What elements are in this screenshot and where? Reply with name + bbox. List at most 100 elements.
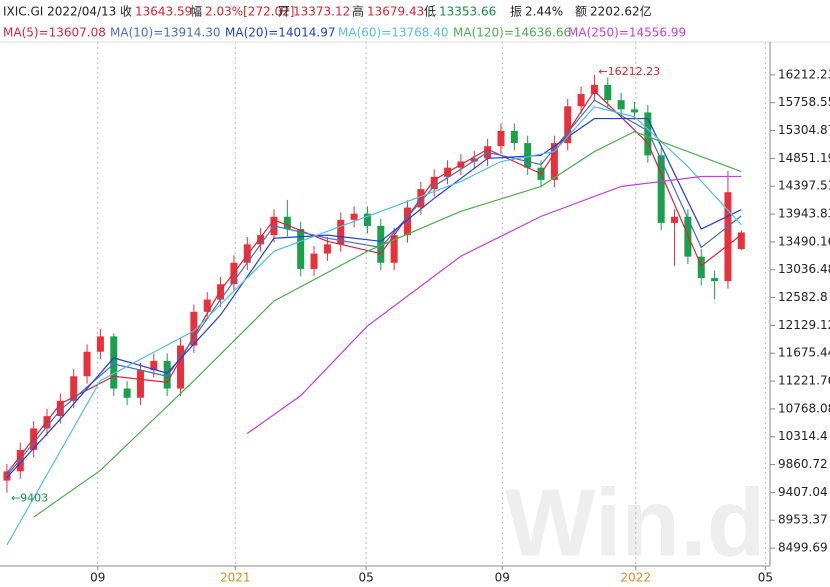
quote-label: 收 <box>120 5 132 19</box>
candle-body <box>630 109 638 113</box>
candle-body <box>724 192 732 282</box>
quote-label: 开 <box>278 5 290 19</box>
y-tick-label: 16212.23 <box>778 67 830 81</box>
candle-body <box>163 360 171 389</box>
candle-body <box>363 213 371 226</box>
candle-body <box>577 94 585 107</box>
candle-body <box>56 400 64 417</box>
quote-value: 2.03%[272.02] <box>205 5 294 19</box>
candle-body <box>243 244 251 263</box>
candle-body <box>190 311 198 346</box>
x-tick-label: 2022 <box>621 571 652 585</box>
ma-line <box>33 130 742 518</box>
candle-body <box>96 336 104 352</box>
candle-body <box>590 84 598 95</box>
candle-body <box>657 155 665 223</box>
y-tick-label: 13943.83 <box>778 207 830 221</box>
y-tick-label: 13490.16 <box>778 234 830 248</box>
y-tick-label: 8953.37 <box>778 513 828 527</box>
candle-body <box>297 229 305 269</box>
legend-entry: MA(60)=13768.40 <box>338 26 449 40</box>
candle-body <box>3 471 11 481</box>
x-tick-label: 09 <box>90 571 105 585</box>
candle-body <box>617 100 625 110</box>
x-tick-label: 09 <box>495 571 510 585</box>
candle-body <box>43 416 51 429</box>
candle-body <box>510 130 518 144</box>
candle-body <box>697 256 705 279</box>
candle-body <box>737 232 745 250</box>
candle-body <box>604 84 612 101</box>
candle-body <box>684 216 692 257</box>
y-tick-label: 10314.4 <box>778 429 828 443</box>
y-tick-label: 14851.19 <box>778 151 830 165</box>
y-tick-label: 13036.48 <box>778 262 830 276</box>
candle-body <box>564 106 572 144</box>
legend-entry: MA(120)=14636.66 <box>453 26 571 40</box>
y-tick-label: 14397.51 <box>778 179 830 193</box>
watermark: Win.d <box>505 469 765 576</box>
candle-body <box>390 235 398 263</box>
ma-line <box>246 175 742 435</box>
candle-body <box>524 143 532 168</box>
candle-body <box>711 278 719 282</box>
candle-body <box>470 158 478 162</box>
quote-label: 额 <box>575 5 587 19</box>
candle-body <box>217 284 225 300</box>
y-tick-label: 15758.55 <box>778 95 830 109</box>
quote-value: 13643.59 <box>135 5 192 19</box>
x-tick-label: 05 <box>758 571 773 585</box>
candle-body <box>83 351 91 377</box>
candle-body <box>644 112 652 156</box>
candle-body <box>203 299 211 312</box>
annotation: ←16212.23 <box>598 65 660 78</box>
quote-label: 幅 <box>190 4 202 19</box>
quote-label: 低 <box>424 5 436 19</box>
x-tick-label: 2021 <box>220 571 251 585</box>
candle-body <box>377 225 385 263</box>
candle-body <box>323 244 331 254</box>
legend-entry: MA(10)=13914.30 <box>110 26 221 40</box>
candle-body <box>671 216 679 223</box>
candle-body <box>123 388 131 398</box>
quote-value: 2.44% <box>525 5 563 19</box>
ma-line <box>6 117 742 478</box>
candle-body <box>70 376 78 401</box>
candle-body <box>430 176 438 190</box>
y-tick-label: 9407.04 <box>778 485 828 499</box>
candle-body <box>177 345 185 389</box>
candle-body <box>150 360 158 371</box>
annotation: ←9403 <box>11 492 48 505</box>
quote-label: 振 <box>510 5 522 19</box>
quote-value: 13353.66 <box>439 5 496 19</box>
candle-body <box>337 219 345 245</box>
quote-label: 高 <box>352 4 364 19</box>
candle-body <box>497 130 505 147</box>
candle-body <box>350 213 358 220</box>
legend-entry: MA(20)=14014.97 <box>225 26 336 40</box>
candle-body <box>257 235 265 245</box>
y-tick-label: 8499.69 <box>778 541 828 555</box>
y-tick-label: 11221.76 <box>778 374 830 388</box>
y-tick-label: 15304.87 <box>778 123 830 137</box>
candle-body <box>550 143 558 180</box>
y-tick-label: 12582.8 <box>778 290 828 304</box>
chart-title: IXIC.GI 2022/04/13 <box>3 5 116 19</box>
y-tick-label: 12129.12 <box>778 318 830 332</box>
candle-body <box>136 370 144 398</box>
quote-value: 13679.43 <box>367 5 424 19</box>
y-tick-label: 9860.72 <box>778 457 828 471</box>
quote-value: 13373.12 <box>293 5 350 19</box>
ma-line <box>6 106 742 546</box>
quote-value: 2202.62亿 <box>590 4 652 19</box>
x-tick-label: 05 <box>358 571 373 585</box>
y-tick-label: 11675.44 <box>778 346 830 360</box>
ma-line <box>6 99 742 477</box>
candle-body <box>403 207 411 236</box>
candle-body <box>110 336 118 389</box>
y-tick-label: 10768.08 <box>778 401 830 415</box>
candle-body <box>283 216 291 230</box>
legend-entry: MA(5)=13607.08 <box>3 26 106 40</box>
